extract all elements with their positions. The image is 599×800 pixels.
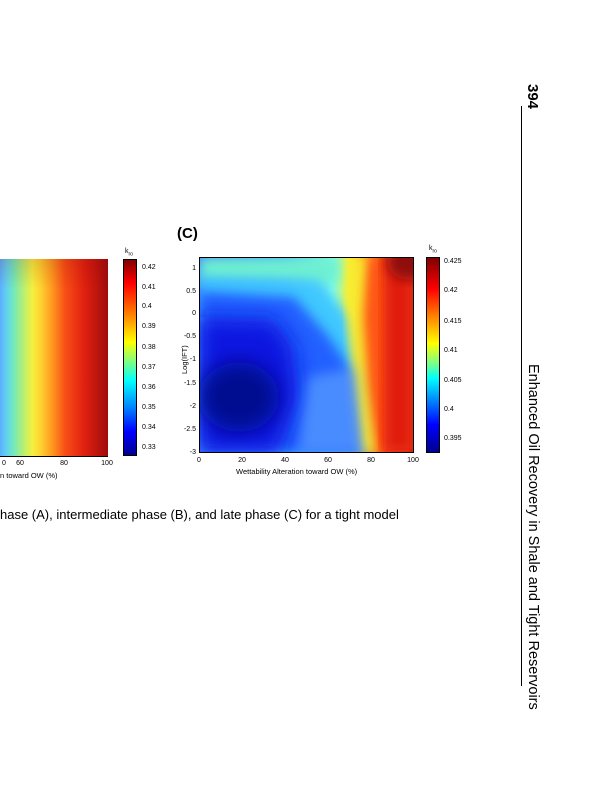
heatmap-c-xtick: 60 <box>324 457 332 464</box>
heatmap-b-xtick: 80 <box>60 460 68 467</box>
heatmap-c-ytick: -0.5 <box>183 333 196 340</box>
colorbar-c-tick: 0.395 <box>444 435 462 442</box>
heatmap-c-xtick: 100 <box>407 457 419 464</box>
heatmap-c-plot <box>199 257 414 453</box>
figure-caption: hase (A), intermediate phase (B), and la… <box>0 507 399 522</box>
heatmap-b-xtick: 0 <box>2 460 6 467</box>
running-head: Enhanced Oil Recovery in Shale and Tight… <box>525 364 541 710</box>
heatmap-c-ytick: -1 <box>189 356 196 363</box>
panel-label-c: (C) <box>177 225 198 242</box>
heatmap-c-xtick: 80 <box>367 457 375 464</box>
colorbar-b <box>123 259 137 456</box>
heatmap-c-ytick: 1 <box>192 265 196 272</box>
heatmap-c-ytick: -2.5 <box>183 426 196 433</box>
page-number: 394 <box>524 84 541 110</box>
heatmap-b-plot <box>0 259 108 456</box>
heatmap-b-x-axis <box>0 456 108 457</box>
heatmap-c-xtick: 40 <box>281 457 289 464</box>
heatmap-b-xlabel: n toward OW (%) <box>0 471 58 480</box>
heatmap-c-xtick: 0 <box>197 457 201 464</box>
colorbar-b-tick: 0.35 <box>142 404 156 411</box>
colorbar-b-title: kro <box>125 248 133 258</box>
colorbar-b-tick: 0.4 <box>142 303 152 310</box>
colorbar-b-tick: 0.33 <box>142 444 156 451</box>
heatmap-b-xtick: 100 <box>101 460 113 467</box>
heatmap-b-xtick: 60 <box>16 460 24 467</box>
colorbar-b-tick: 0.36 <box>142 384 156 391</box>
colorbar-c-title: kro <box>429 245 437 255</box>
heatmap-c-ytick: -3 <box>189 449 196 456</box>
colorbar-b-tick: 0.34 <box>142 424 156 431</box>
colorbar-c <box>426 257 440 453</box>
colorbar-b-tick: 0.39 <box>142 323 156 330</box>
heatmap-c-ylabel: Log(IFT) <box>180 345 189 374</box>
colorbar-c-tick: 0.415 <box>444 318 462 325</box>
heatmap-c-xlabel: Wettability Alteration toward OW (%) <box>236 467 358 476</box>
colorbar-c-tick: 0.405 <box>444 377 462 384</box>
heatmap-c-ytick: -1.5 <box>183 380 196 387</box>
heatmap-c-ytick: 0.5 <box>186 288 196 295</box>
colorbar-b-tick: 0.38 <box>142 344 156 351</box>
heatmap-c-ytick: 0 <box>192 310 196 317</box>
colorbar-b-tick: 0.41 <box>142 284 156 291</box>
colorbar-b-tick: 0.37 <box>142 364 156 371</box>
running-head-rule <box>521 106 522 686</box>
heatmap-c-xtick: 20 <box>238 457 246 464</box>
colorbar-c-tick: 0.41 <box>444 347 458 354</box>
colorbar-c-tick: 0.4 <box>444 406 454 413</box>
colorbar-c-tick: 0.425 <box>444 258 462 265</box>
colorbar-b-tick: 0.42 <box>142 264 156 271</box>
heatmap-c-ytick: -2 <box>189 403 196 410</box>
colorbar-c-tick: 0.42 <box>444 287 458 294</box>
